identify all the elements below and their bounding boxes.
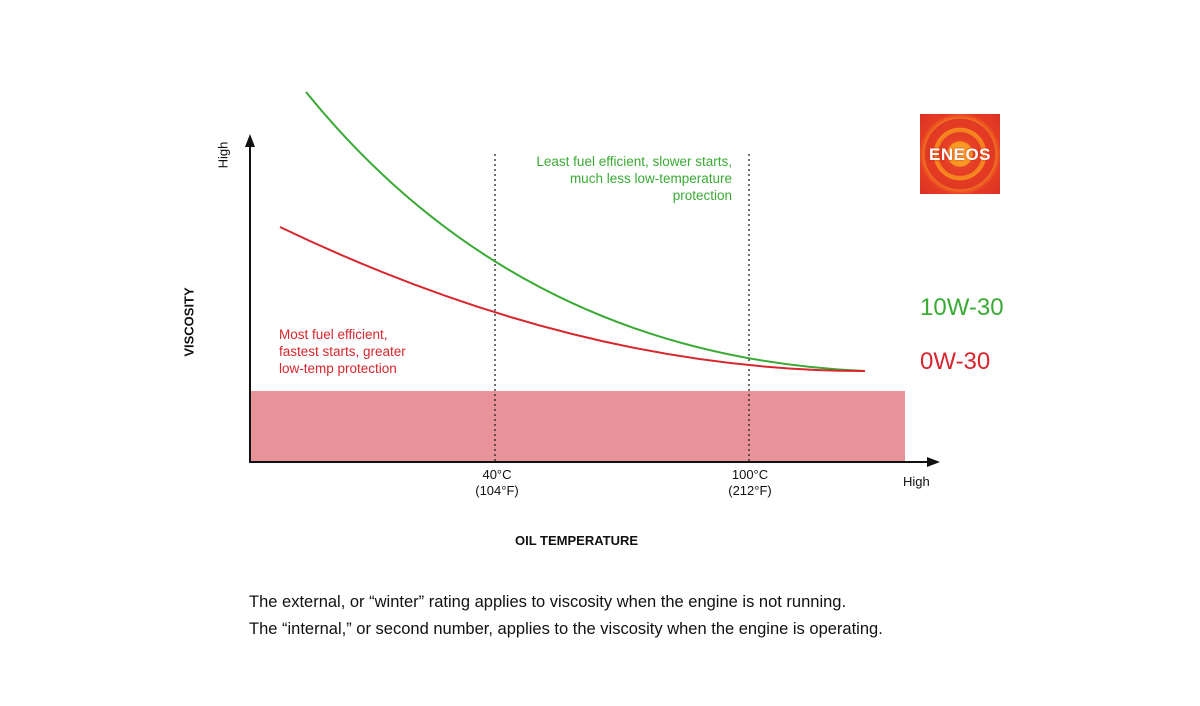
footer-note-winter: The external, or “winter” rating applies…: [249, 593, 847, 611]
y-axis-high-label: High: [215, 141, 231, 169]
series-line-10w-30: [305, 91, 866, 372]
annotation-0w-30-line: low-temp protection: [279, 361, 397, 376]
tick-celsius: 100°C: [731, 467, 769, 482]
x-axis-label: OIL TEMPERATURE: [515, 533, 639, 548]
legend-label-0w-30: 0W-30: [920, 348, 991, 375]
tick-celsius: 40°C: [482, 467, 512, 482]
x-tick-label-100c: 100°C (212°F): [720, 467, 780, 499]
x-axis-high-label: High: [903, 474, 930, 489]
annotation-0w-30-line: Most fuel efficient,: [279, 327, 388, 342]
series-line-0w-30: [279, 226, 866, 372]
eneos-logo: ENEOS: [920, 114, 1000, 194]
eneos-logo-text: ENEOS: [928, 145, 992, 164]
tick-fahrenheit: (104°F): [475, 483, 519, 498]
base-viscosity-band: [250, 391, 905, 462]
y-axis-arrow: [245, 134, 255, 147]
annotation-0w-30-line: fastest starts, greater: [279, 344, 406, 359]
annotation-10w-30: Least fuel efficient, slower starts, muc…: [536, 154, 732, 203]
y-axis-label: VISCOSITY: [181, 287, 197, 357]
annotation-0w-30: Most fuel efficient, fastest starts, gre…: [279, 326, 406, 377]
x-tick-label-40c: 40°C (104°F): [467, 467, 527, 499]
footer-note-internal: The “internal,” or second number, applie…: [249, 620, 883, 638]
legend-label-10w-30: 10W-30: [920, 294, 1004, 321]
tick-fahrenheit: (212°F): [728, 483, 772, 498]
x-axis-arrow: [927, 457, 940, 467]
